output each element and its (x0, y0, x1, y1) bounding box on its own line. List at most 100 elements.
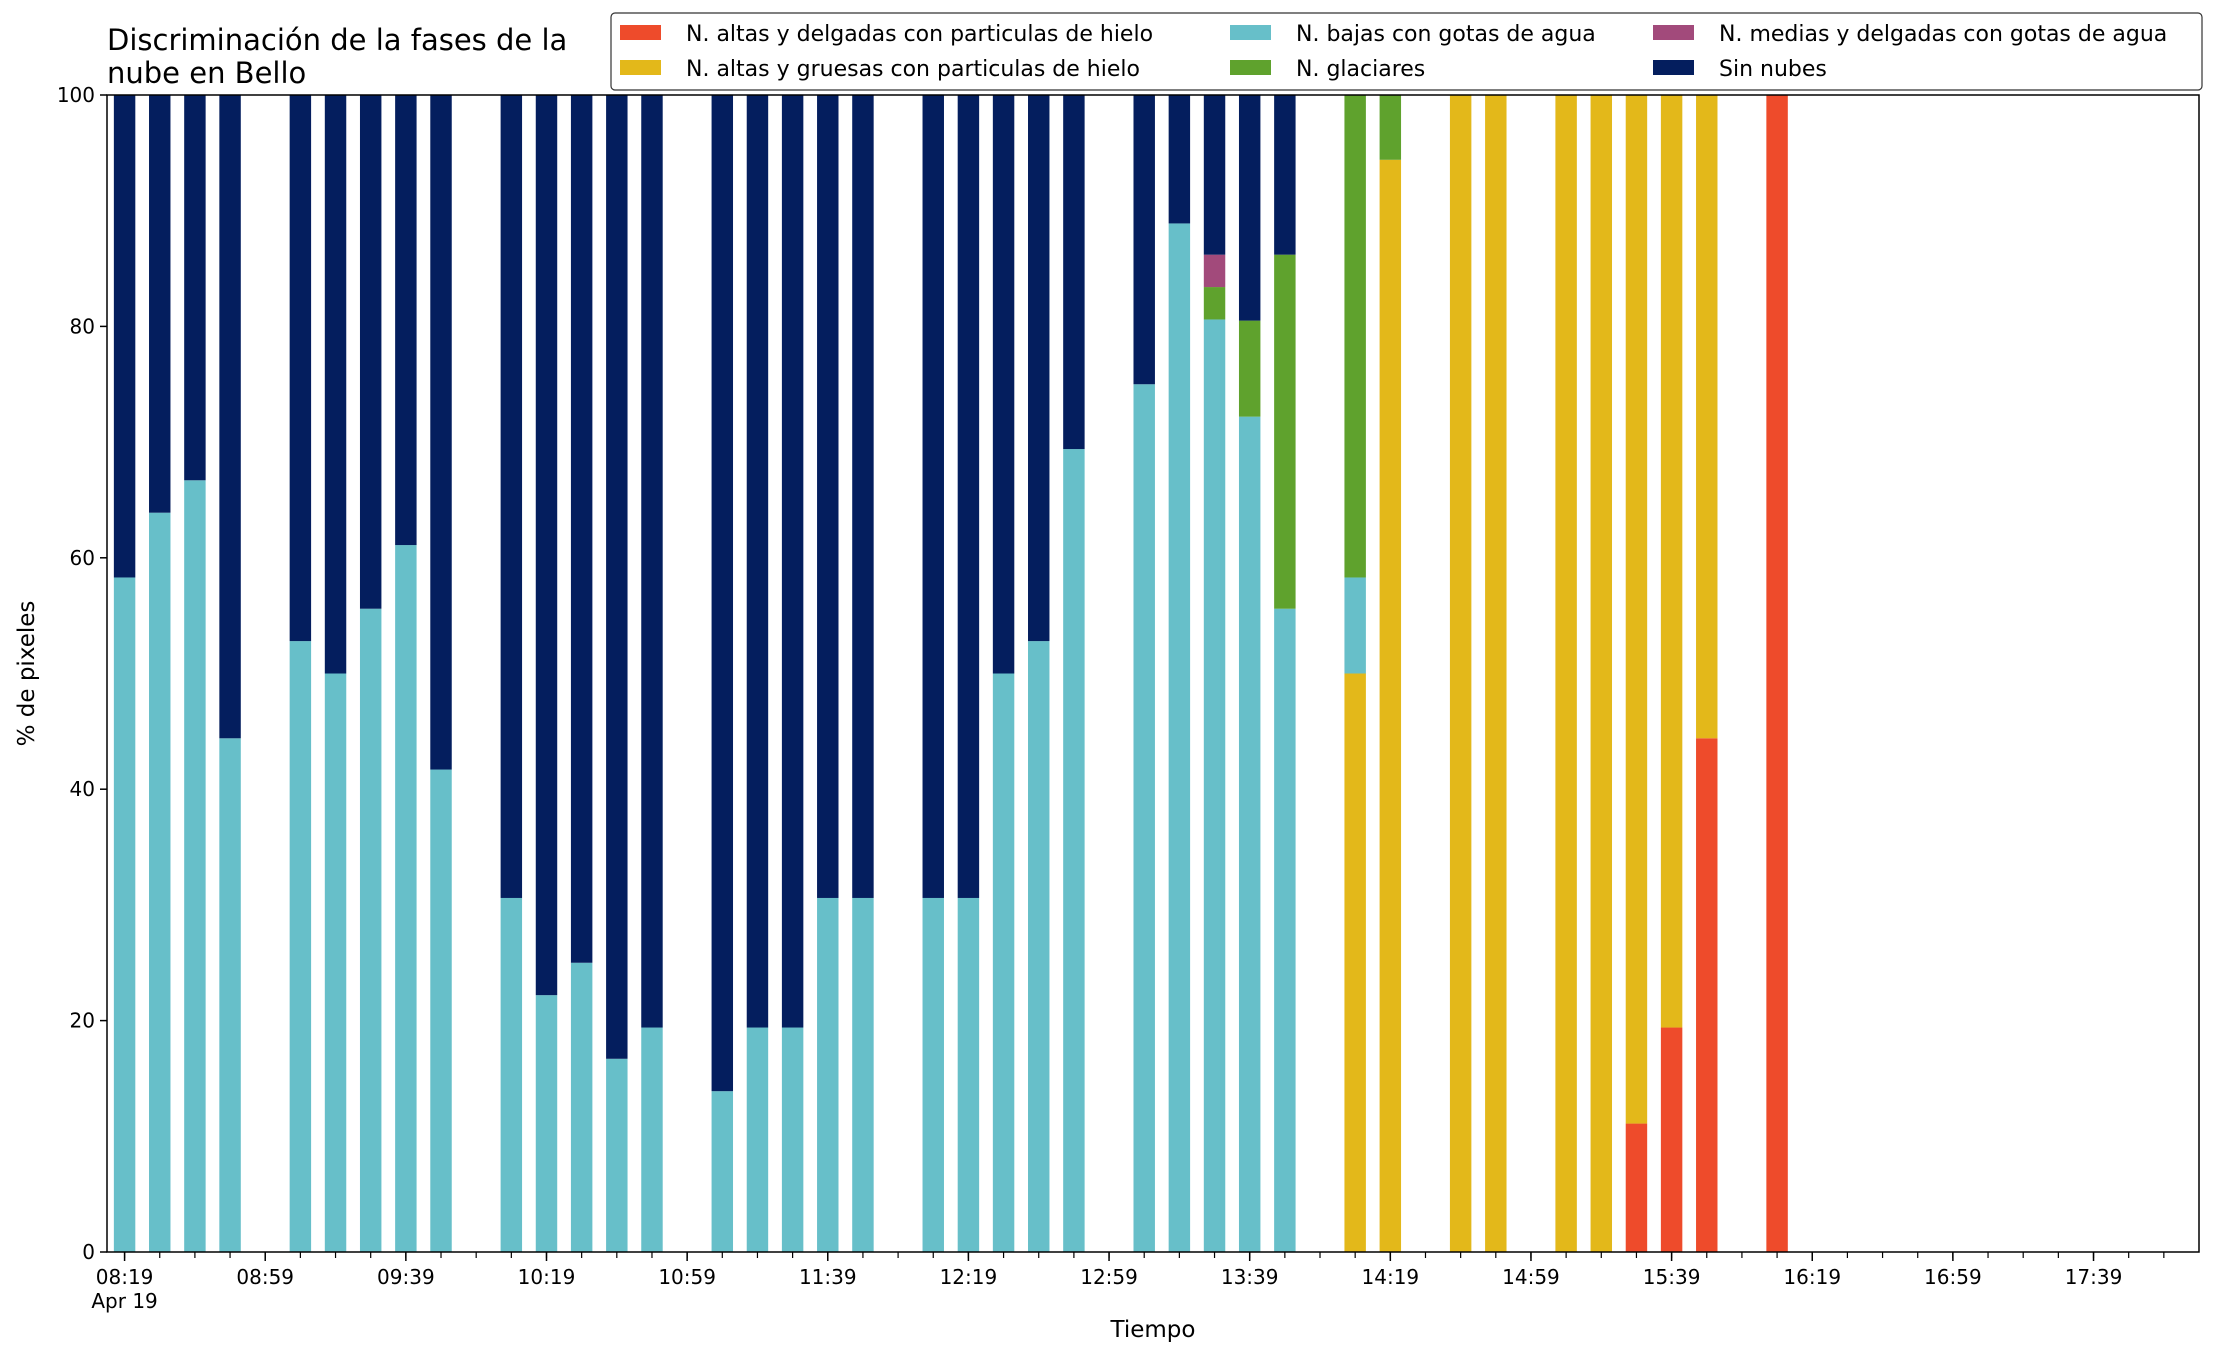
bar-segment (1696, 95, 1718, 739)
bar-segment (1238, 416, 1261, 1252)
bar-segment (570, 962, 593, 1252)
legend-swatch (1653, 60, 1694, 75)
bar-segment (1238, 95, 1261, 321)
legend-swatch (1230, 60, 1271, 75)
y-tick-label: 0 (82, 1240, 95, 1264)
bar-segment (1766, 95, 1788, 1252)
x-tick-label: 14:59 (1502, 1265, 1560, 1289)
bar-segment (1696, 738, 1718, 1252)
bar-segment (641, 1027, 663, 1252)
bar-segment (1379, 159, 1402, 1252)
bar-segment (535, 995, 558, 1252)
chart-title: Discriminación de la fases de la nube en… (107, 23, 567, 90)
x-tick-date-label: Apr 19 (91, 1289, 157, 1313)
x-tick-label: 11:39 (799, 1265, 857, 1289)
bar-segment (1485, 95, 1507, 1252)
x-axis-label: Tiempo (1110, 1317, 1196, 1343)
bar-segment (359, 608, 382, 1252)
bar-segment (1133, 384, 1155, 1252)
bar-segment (570, 95, 593, 963)
bar-segment (1274, 95, 1296, 255)
legend-label: N. altas y gruesas con particulas de hie… (686, 57, 1140, 82)
bar-segment (1660, 95, 1683, 1028)
bar-segment (1028, 641, 1050, 1252)
bar-segment (606, 95, 628, 1059)
legend-label: N. altas y delgadas con particulas de hi… (686, 22, 1153, 47)
bar-segment (1063, 95, 1085, 450)
bar-segment (359, 95, 382, 609)
bar-segment (852, 95, 874, 898)
x-tick-label: 15:39 (1643, 1265, 1701, 1289)
legend: N. altas y delgadas con particulas de hi… (610, 12, 2203, 91)
legend-swatch (620, 60, 661, 75)
x-tick-label: 14:19 (1362, 1265, 1420, 1289)
x-tick-label: 08:19 (96, 1265, 154, 1289)
bar-segment (1133, 95, 1155, 385)
y-tick-label: 20 (70, 1009, 95, 1033)
bar-segment (781, 95, 804, 1028)
bar-segment (1625, 95, 1648, 1124)
bar-segment (1660, 1027, 1683, 1252)
bar-segment (184, 480, 206, 1252)
bar-segment (184, 95, 206, 481)
bar-segment (711, 1091, 734, 1252)
bar-segment (289, 641, 312, 1252)
bar-segment (1274, 608, 1296, 1252)
bar-segment (395, 545, 417, 1252)
x-tick-label: 10:19 (518, 1265, 576, 1289)
bar-segment (430, 769, 452, 1252)
chart-title-line-1: Discriminación de la fases de la (107, 23, 567, 57)
bar-segment (992, 673, 1015, 1252)
bar-segment (1203, 319, 1226, 1253)
bar-segment (641, 95, 663, 1028)
bar-segment (1238, 320, 1261, 417)
x-tick-label: 16:19 (1783, 1265, 1841, 1289)
legend-label: N. glaciares (1296, 57, 1425, 82)
bar-segment (219, 95, 241, 739)
bar-segment (289, 95, 312, 642)
bar-segment (1379, 95, 1402, 160)
bar-segment (1203, 287, 1226, 320)
legend-label: Sin nubes (1719, 57, 1827, 82)
bar-segment (1168, 95, 1191, 224)
bar-segment (324, 95, 347, 674)
x-tick-label: 12:59 (1080, 1265, 1138, 1289)
y-tick-label: 60 (70, 546, 95, 570)
bar-segment (992, 95, 1015, 674)
bar-segment (817, 95, 839, 898)
legend-swatch (620, 25, 661, 40)
bar-segment (922, 95, 944, 898)
bar-segment (817, 897, 839, 1252)
bar-segment (1625, 1123, 1648, 1252)
y-tick-label: 100 (57, 83, 95, 107)
bar-segment (1555, 95, 1577, 1252)
bar-segment (922, 897, 944, 1252)
bar-segment (781, 1027, 804, 1252)
legend-label: N. bajas con gotas de agua (1296, 22, 1596, 47)
bar-segment (149, 512, 171, 1252)
chart-title-line-2: nube en Bello (107, 56, 306, 90)
bar-segment (1168, 223, 1191, 1253)
plot-frame (106, 94, 2200, 1253)
bar-segment (711, 95, 734, 1092)
legend-box (610, 12, 2203, 91)
x-tick-label: 16:59 (1924, 1265, 1982, 1289)
bar-segment (1590, 95, 1613, 1252)
bar-segment (746, 95, 769, 1028)
bar-segment (113, 577, 136, 1252)
bars-layer (113, 95, 1788, 1253)
legend-swatch (1230, 25, 1271, 40)
bar-segment (535, 95, 558, 996)
x-tick-label: 13:39 (1221, 1265, 1279, 1289)
x-tick-label: 08:59 (236, 1265, 294, 1289)
x-tick-label: 12:19 (940, 1265, 998, 1289)
bar-segment (430, 95, 452, 770)
bar-segment (1344, 577, 1366, 674)
y-axis-label: % de pixeles (14, 601, 40, 747)
bar-segment (1344, 95, 1366, 578)
bar-segment (219, 738, 241, 1252)
bar-segment (149, 95, 171, 513)
bar-segment (395, 95, 417, 546)
